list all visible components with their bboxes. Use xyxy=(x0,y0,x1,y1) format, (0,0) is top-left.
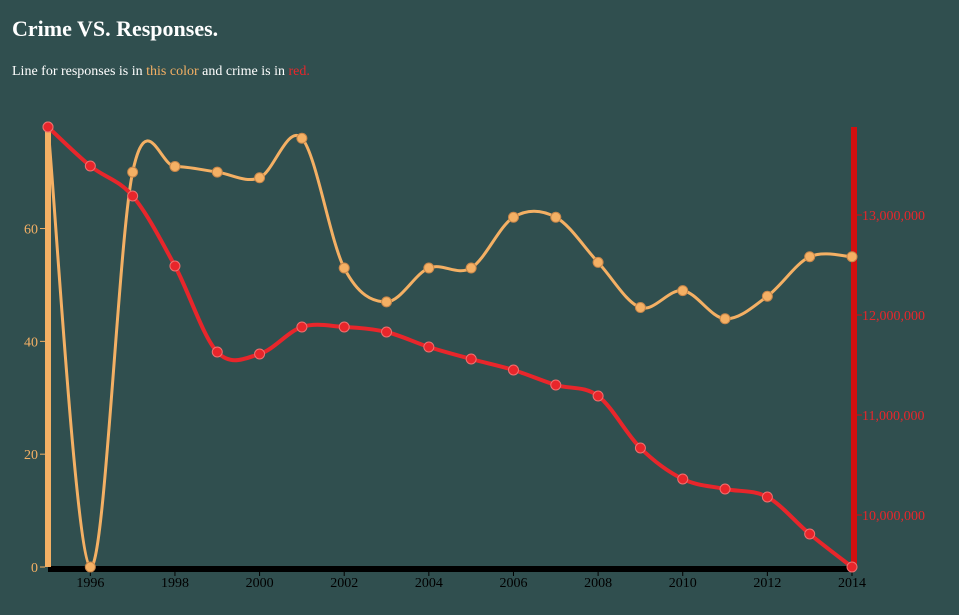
responses-point xyxy=(465,262,477,274)
crime-point xyxy=(84,160,96,172)
responses-point xyxy=(804,251,816,263)
crime-point xyxy=(846,561,858,573)
crime-point xyxy=(296,321,308,333)
crime-point xyxy=(42,121,54,133)
x-tick-label: 1998 xyxy=(161,576,189,591)
right-y-tick-label: 13,000,000 xyxy=(862,209,925,224)
responses-point xyxy=(423,262,435,274)
x-tick-label: 2008 xyxy=(584,576,612,591)
x-tick-label: 2006 xyxy=(499,576,527,591)
x-tick-label: 2000 xyxy=(246,576,274,591)
left-y-tick-label: 60 xyxy=(24,223,38,238)
responses-point xyxy=(634,302,646,314)
crime-point xyxy=(677,473,689,485)
x-tick-label: 1996 xyxy=(76,576,104,591)
x-tick-label: 2010 xyxy=(669,576,697,591)
responses-point xyxy=(761,290,773,302)
crime-point xyxy=(169,260,181,272)
left-y-tick-label: 0 xyxy=(31,561,38,576)
responses-point xyxy=(84,561,96,573)
right-y-tick-label: 10,000,000 xyxy=(862,509,925,524)
x-tick-label: 2012 xyxy=(753,576,781,591)
crime-point xyxy=(381,326,393,338)
responses-point xyxy=(677,285,689,297)
responses-point xyxy=(507,211,519,223)
responses-point xyxy=(550,211,562,223)
crime-point xyxy=(592,390,604,402)
responses-point xyxy=(296,132,308,144)
left-y-tick-label: 20 xyxy=(24,448,38,463)
chart-subtitle: Line for responses is in this color and … xyxy=(12,64,310,80)
responses-point xyxy=(381,296,393,308)
crime-point xyxy=(719,483,731,495)
chart-title: Crime VS. Responses. xyxy=(12,16,219,41)
subtitle-middle: and crime is in xyxy=(198,64,289,79)
crime-point xyxy=(338,321,350,333)
crime-point xyxy=(761,491,773,503)
x-tick-label: 2002 xyxy=(330,576,358,591)
crime-point xyxy=(634,442,646,454)
crime-point xyxy=(211,346,223,358)
left-y-tick-label: 40 xyxy=(24,335,38,350)
responses-point xyxy=(169,160,181,172)
crime-point xyxy=(465,353,477,365)
responses-point xyxy=(592,256,604,268)
responses-point xyxy=(254,172,266,184)
responses-point xyxy=(127,166,139,178)
crime-point xyxy=(423,341,435,353)
x-tick-label: 2014 xyxy=(838,576,866,591)
responses-point xyxy=(338,262,350,274)
crime-point xyxy=(804,528,816,540)
subtitle-prefix: Line for responses is in xyxy=(12,64,147,79)
crime-point xyxy=(127,190,139,202)
x-tick-label: 2004 xyxy=(415,576,443,591)
crime-point xyxy=(550,379,562,391)
crime-point xyxy=(507,364,519,376)
crime-line xyxy=(46,125,854,569)
crime-point xyxy=(254,348,266,360)
responses-point xyxy=(211,166,223,178)
subtitle-responses-color-word: this color xyxy=(146,64,199,79)
right-y-tick-label: 11,000,000 xyxy=(862,409,924,424)
right-y-tick-label: 12,000,000 xyxy=(862,309,925,324)
subtitle-crime-color-word: red. xyxy=(288,64,310,79)
responses-point xyxy=(719,313,731,325)
responses-point xyxy=(846,251,858,263)
responses-line xyxy=(46,126,853,569)
